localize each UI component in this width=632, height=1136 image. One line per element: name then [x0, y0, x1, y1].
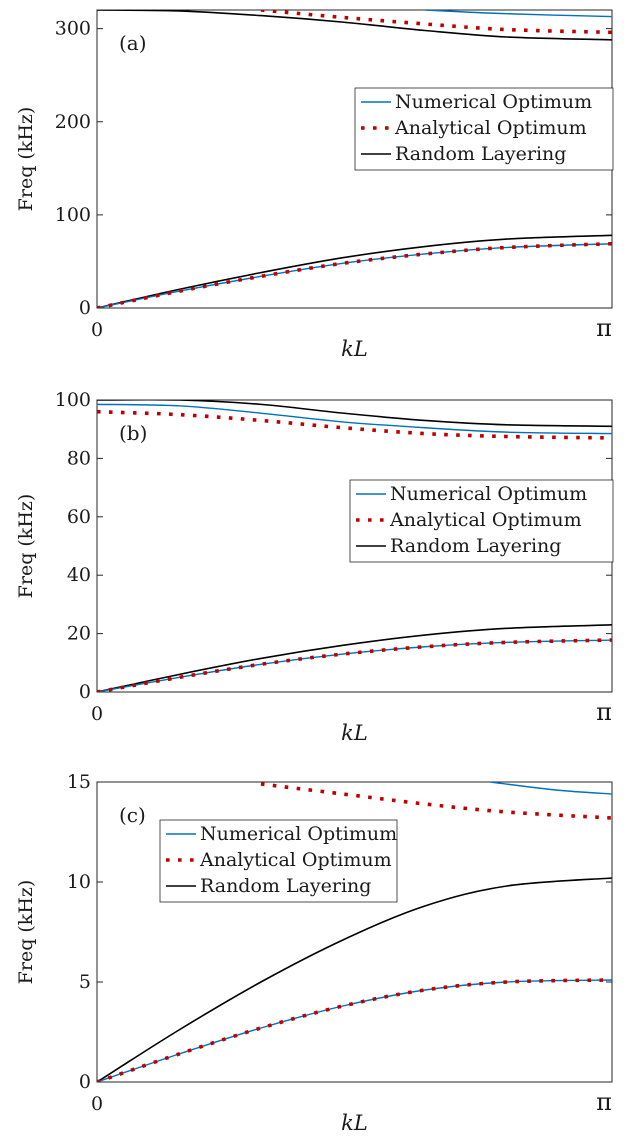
y-tick-label: 300 [55, 18, 91, 40]
y-tick-label: 100 [55, 204, 91, 226]
series-analytical-optimum-branch-2 [260, 782, 612, 820]
x-tick-label: π [596, 1088, 612, 1116]
legend-label-numerical: Numerical Optimum [390, 483, 587, 505]
series-numerical-optimum-branch-1 [97, 979, 612, 1082]
series-random-layering-branch-2 [97, 10, 612, 41]
legend-label-analytical: Analytical Optimum [199, 849, 392, 871]
y-tick-label: 80 [67, 447, 91, 469]
x-axis-label: kL [341, 337, 368, 361]
x-tick-label: 0 [91, 703, 103, 725]
series-analytical-optimum-branch-2 [97, 409, 612, 440]
x-tick-label: π [596, 698, 612, 726]
y-tick-label: 10 [67, 871, 91, 893]
legend-label-random: Random Layering [200, 875, 371, 897]
legend-label-numerical: Numerical Optimum [395, 91, 592, 113]
x-axis-label: kL [341, 1111, 368, 1135]
series-random-layering-branch-1 [97, 877, 612, 1082]
x-tick-label: π [596, 314, 612, 342]
y-tick-label: 0 [79, 681, 91, 703]
legend-box [354, 87, 614, 171]
y-tick-label: 0 [79, 297, 91, 319]
legend-label-analytical: Analytical Optimum [389, 509, 582, 531]
plot-frame [96, 781, 613, 1083]
series-analytical-optimum-branch-1 [97, 638, 612, 692]
y-axis-label: Freq (kHz) [15, 494, 37, 599]
series-numerical-optimum-branch-2 [97, 403, 612, 435]
legend: Numerical Optimum Analytical Optimum Rando… [349, 479, 614, 563]
y-tick-label: 100 [55, 389, 91, 411]
plot-area [97, 10, 612, 308]
plot-area [97, 782, 612, 1082]
y-tick-label: 200 [55, 111, 91, 133]
legend-label-analytical: Analytical Optimum [394, 117, 587, 139]
series-analytical-optimum-branch-1 [97, 241, 612, 308]
panel-label: (a) [119, 31, 147, 55]
chart-panel-2: 0 20 40 60 80 100 0 π Freq (kHz) kL (b) Numerical O… [15, 389, 614, 745]
y-tick-label: 40 [67, 564, 91, 586]
panel-label: (b) [119, 421, 147, 445]
legend: Numerical Optimum Analytical Optimum Rando… [354, 87, 614, 171]
panel-label: (c) [119, 803, 146, 827]
x-axis-label: kL [341, 721, 368, 745]
y-tick-label: 5 [79, 971, 91, 993]
series-numerical-optimum-branch-2 [424, 10, 612, 18]
series-numerical-optimum-branch-2 [490, 782, 612, 795]
legend-label-numerical: Numerical Optimum [200, 823, 397, 845]
legend: Numerical Optimum Analytical Optimum Rando… [159, 819, 398, 903]
x-tick-label: 0 [91, 1093, 103, 1115]
y-tick-label: 15 [67, 771, 91, 793]
series-analytical-optimum-branch-1 [97, 978, 612, 1082]
series-random-layering-branch-1 [97, 624, 612, 692]
chart-panel-3: 0 5 10 15 0 π Freq (kHz) kL (c) Numerical Optimum… [15, 771, 613, 1135]
chart-panel-1: 0 100 200 300 0 π Freq (kHz) kL (a) Numerical Opt… [15, 9, 614, 361]
series-random-layering-branch-2 [97, 400, 612, 428]
series-numerical-optimum-branch-1 [97, 639, 612, 692]
y-tick-label: 20 [67, 623, 91, 645]
legend-label-random: Random Layering [390, 535, 561, 557]
y-axis-label: Freq (kHz) [15, 880, 37, 985]
series-random-layering-branch-1 [97, 234, 612, 308]
legend-box [349, 479, 614, 563]
y-tick-label: 60 [67, 506, 91, 528]
legend-label-random: Random Layering [395, 143, 566, 165]
legend-box [159, 819, 398, 903]
series-analytical-optimum-branch-2 [260, 10, 612, 35]
y-tick-label: 0 [79, 1071, 91, 1093]
y-axis-label: Freq (kHz) [15, 107, 37, 212]
x-tick-label: 0 [91, 319, 103, 341]
plot-area [97, 400, 612, 692]
series-numerical-optimum-branch-1 [97, 243, 612, 308]
